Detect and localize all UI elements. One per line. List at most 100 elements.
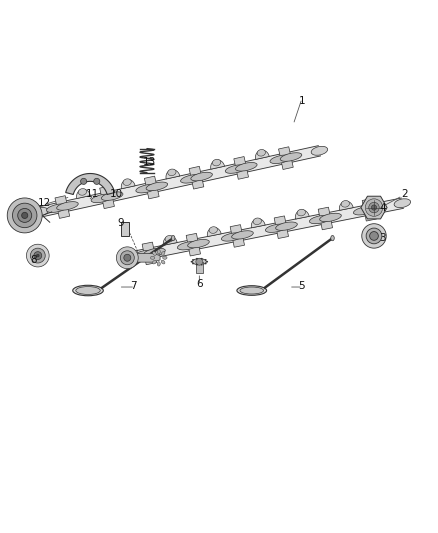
Ellipse shape (221, 233, 243, 241)
Polygon shape (145, 176, 159, 199)
Circle shape (81, 179, 87, 184)
Polygon shape (77, 189, 90, 198)
Circle shape (371, 205, 377, 210)
Ellipse shape (57, 201, 78, 210)
Ellipse shape (161, 252, 165, 255)
Ellipse shape (257, 149, 265, 156)
Circle shape (120, 251, 134, 265)
Polygon shape (211, 160, 225, 169)
Polygon shape (255, 150, 269, 159)
Circle shape (21, 212, 28, 219)
Ellipse shape (353, 207, 375, 215)
Ellipse shape (192, 259, 206, 265)
Circle shape (18, 208, 32, 222)
Text: 12: 12 (38, 198, 51, 208)
Text: 2: 2 (401, 189, 408, 199)
Ellipse shape (46, 204, 68, 213)
Text: 9: 9 (117, 218, 124, 228)
Circle shape (26, 244, 49, 267)
Ellipse shape (32, 207, 48, 216)
Ellipse shape (152, 260, 156, 264)
Ellipse shape (161, 260, 165, 264)
Circle shape (205, 259, 207, 261)
Polygon shape (279, 147, 293, 169)
Ellipse shape (146, 182, 168, 191)
Ellipse shape (91, 194, 113, 203)
Ellipse shape (123, 179, 131, 185)
Circle shape (12, 203, 37, 228)
Polygon shape (166, 169, 180, 179)
Ellipse shape (152, 252, 156, 255)
Polygon shape (196, 262, 203, 273)
Polygon shape (361, 196, 387, 219)
Polygon shape (121, 180, 135, 189)
Ellipse shape (136, 184, 157, 193)
Text: 6: 6 (196, 279, 203, 289)
Ellipse shape (297, 209, 305, 216)
Circle shape (366, 228, 382, 244)
Text: 8: 8 (30, 255, 37, 265)
Ellipse shape (364, 205, 385, 213)
Ellipse shape (394, 199, 411, 208)
Polygon shape (339, 201, 353, 211)
Polygon shape (39, 146, 321, 217)
Ellipse shape (341, 200, 350, 207)
Polygon shape (207, 228, 221, 237)
Circle shape (30, 248, 45, 263)
Polygon shape (142, 242, 156, 265)
Text: 5: 5 (299, 281, 305, 291)
Circle shape (94, 179, 100, 184)
Polygon shape (251, 219, 265, 228)
Ellipse shape (236, 163, 257, 171)
Polygon shape (163, 236, 177, 245)
Ellipse shape (78, 189, 87, 195)
Circle shape (124, 254, 131, 261)
Ellipse shape (162, 256, 167, 259)
Circle shape (7, 198, 42, 233)
Ellipse shape (157, 262, 160, 266)
Circle shape (196, 258, 203, 265)
FancyBboxPatch shape (121, 222, 130, 236)
Ellipse shape (191, 172, 212, 181)
Polygon shape (189, 166, 204, 189)
Circle shape (192, 259, 194, 261)
Ellipse shape (133, 250, 155, 259)
Ellipse shape (331, 236, 334, 241)
Text: 10: 10 (110, 189, 123, 199)
Text: 7: 7 (131, 281, 137, 291)
Ellipse shape (209, 227, 217, 233)
Ellipse shape (265, 224, 287, 232)
Circle shape (201, 264, 203, 265)
Ellipse shape (180, 174, 202, 183)
Polygon shape (126, 198, 403, 263)
Text: 1: 1 (299, 95, 305, 106)
Polygon shape (295, 210, 309, 219)
Polygon shape (55, 196, 70, 219)
Polygon shape (66, 174, 115, 195)
Ellipse shape (73, 285, 103, 296)
Ellipse shape (168, 169, 176, 176)
Circle shape (117, 247, 138, 269)
Ellipse shape (311, 147, 328, 155)
Circle shape (206, 261, 208, 263)
Ellipse shape (171, 236, 175, 241)
Ellipse shape (144, 248, 165, 256)
Ellipse shape (165, 236, 173, 242)
Ellipse shape (253, 218, 261, 224)
Polygon shape (362, 198, 377, 221)
Polygon shape (274, 216, 289, 238)
Circle shape (362, 224, 386, 248)
Circle shape (369, 203, 379, 213)
Polygon shape (234, 157, 248, 179)
Circle shape (36, 254, 39, 257)
Polygon shape (100, 186, 114, 208)
Ellipse shape (177, 241, 199, 250)
Ellipse shape (157, 249, 160, 254)
Polygon shape (186, 233, 201, 256)
Ellipse shape (276, 222, 297, 230)
Text: 11: 11 (86, 189, 99, 199)
Ellipse shape (212, 159, 221, 166)
Polygon shape (230, 224, 244, 247)
Polygon shape (135, 253, 160, 262)
Ellipse shape (280, 153, 302, 161)
